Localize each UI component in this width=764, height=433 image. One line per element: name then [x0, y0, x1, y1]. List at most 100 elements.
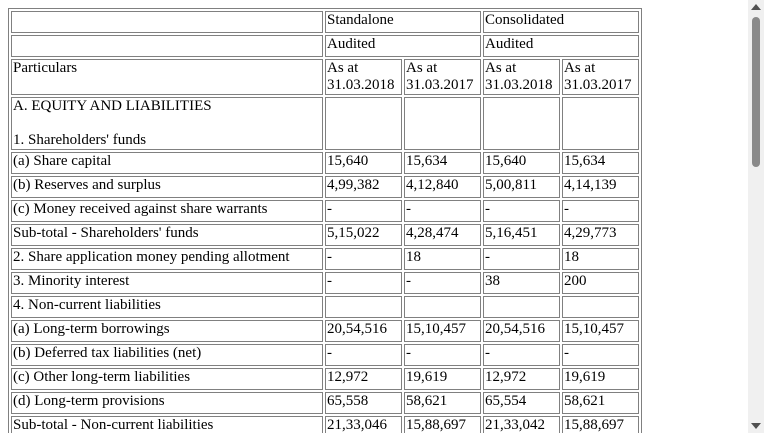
table-row: (d) Long-term provisions 65,558 58,621 65,5… — [11, 392, 639, 414]
table-row: (c) Other long-term liabilities 12,972 19,… — [11, 368, 639, 390]
date-header: As at 31.03.2018 — [325, 59, 402, 95]
empty-cell — [483, 97, 560, 150]
row-label: (c) Money received against share warrant… — [11, 200, 323, 222]
value-cell: 65,554 — [483, 392, 560, 414]
date-header-line2: 31.03.2018 — [327, 77, 395, 93]
date-header-line1: As at — [485, 60, 517, 76]
value-cell: 21,33,042 — [483, 416, 560, 433]
value-cell — [404, 296, 481, 318]
row-label: 4. Non-current liabilities — [11, 296, 323, 318]
table-row: 4. Non-current liabilities — [11, 296, 639, 318]
section-subtitle: 1. Shareholders' funds — [13, 132, 147, 148]
value-cell: 15,640 — [483, 152, 560, 174]
value-cell: 15,88,697 — [404, 416, 481, 433]
value-cell: 15,634 — [562, 152, 639, 174]
row-label: (b) Reserves and surplus — [11, 176, 323, 198]
scroll-up-icon[interactable] — [751, 4, 761, 10]
consolidated-header: Consolidated — [483, 11, 639, 33]
date-header: As at 31.03.2017 — [562, 59, 639, 95]
row-label: Sub-total - Non-current liabilities — [11, 416, 323, 433]
table-row: (a) Share capital 15,640 15,634 15,640 15,63… — [11, 152, 639, 174]
value-cell: 15,10,457 — [404, 320, 481, 342]
standalone-header: Standalone — [325, 11, 481, 33]
header-row-2: Audited Audited — [11, 35, 639, 57]
value-cell: 12,972 — [483, 368, 560, 390]
value-cell: 20,54,516 — [325, 320, 402, 342]
section-title: A. EQUITY AND LIABILITIES — [13, 98, 212, 114]
vertical-scrollbar[interactable] — [748, 0, 764, 433]
value-cell: - — [404, 272, 481, 294]
section-heading-cell: A. EQUITY AND LIABILITIES 1. Shareholders… — [11, 97, 323, 150]
document-viewport: Standalone Consolidated Audited Audited … — [8, 8, 642, 433]
value-cell: 4,99,382 — [325, 176, 402, 198]
value-cell: 19,619 — [404, 368, 481, 390]
value-cell — [562, 296, 639, 318]
table-row: 3. Minority interest - -38 200 — [11, 272, 639, 294]
row-label: (b) Deferred tax liabilities (net) — [11, 344, 323, 366]
value-cell: 5,16,451 — [483, 224, 560, 246]
balance-sheet-table: Standalone Consolidated Audited Audited … — [8, 8, 642, 433]
value-cell: 4,29,773 — [562, 224, 639, 246]
section-row: A. EQUITY AND LIABILITIES 1. Shareholders… — [11, 97, 639, 150]
value-cell: 12,972 — [325, 368, 402, 390]
value-cell: 5,15,022 — [325, 224, 402, 246]
value-cell: 58,621 — [404, 392, 481, 414]
empty-cell — [404, 97, 481, 150]
value-cell: 15,640 — [325, 152, 402, 174]
value-cell: - — [325, 272, 402, 294]
standalone-audited: Audited — [325, 35, 481, 57]
table-row: (a) Long-term borrowings 20,54,516 15,10,4… — [11, 320, 639, 342]
value-cell — [325, 296, 402, 318]
value-cell: - — [483, 248, 560, 270]
date-header-line1: As at — [406, 60, 438, 76]
consolidated-audited: Audited — [483, 35, 639, 57]
value-cell: 18 — [404, 248, 481, 270]
value-cell: - — [562, 344, 639, 366]
row-label: (a) Long-term borrowings — [11, 320, 323, 342]
table-body: (a) Share capital 15,640 15,634 15,640 15,63… — [11, 152, 639, 433]
header-row-3: Particulars As at 31.03.2018 As at 31.03.2… — [11, 59, 639, 95]
value-cell: - — [325, 248, 402, 270]
table-row: Sub-total - Non-current liabilities 21,33… — [11, 416, 639, 433]
table-row: 2. Share application money pending allot… — [11, 248, 639, 270]
value-cell: - — [325, 344, 402, 366]
date-header-line1: As at — [327, 60, 359, 76]
date-header-line2: 31.03.2018 — [485, 77, 553, 93]
value-cell: 15,88,697 — [562, 416, 639, 433]
date-header-line1: As at — [564, 60, 596, 76]
header-blank-cell — [11, 11, 323, 33]
table-row: (c) Money received against share warrant… — [11, 200, 639, 222]
value-cell: 58,621 — [562, 392, 639, 414]
scroll-down-icon[interactable] — [751, 423, 761, 429]
row-label: Sub-total - Shareholders' funds — [11, 224, 323, 246]
value-cell: 4,14,139 — [562, 176, 639, 198]
value-cell: 15,10,457 — [562, 320, 639, 342]
table-row: Sub-total - Shareholders' funds 5,15,022 4… — [11, 224, 639, 246]
value-cell: 19,619 — [562, 368, 639, 390]
empty-cell — [562, 97, 639, 150]
scrollbar-thumb[interactable] — [752, 17, 760, 167]
value-cell: 38 — [483, 272, 560, 294]
value-cell: 200 — [562, 272, 639, 294]
empty-cell — [325, 97, 402, 150]
table-row: (b) Deferred tax liabilities (net) - - - - — [11, 344, 639, 366]
row-label: (d) Long-term provisions — [11, 392, 323, 414]
header-blank-cell — [11, 35, 323, 57]
value-cell: - — [404, 344, 481, 366]
value-cell: 4,12,840 — [404, 176, 481, 198]
value-cell: 15,634 — [404, 152, 481, 174]
value-cell — [483, 296, 560, 318]
date-header-line2: 31.03.2017 — [406, 77, 474, 93]
header-row-1: Standalone Consolidated — [11, 11, 639, 33]
table-row: (b) Reserves and surplus 4,99,382 4,12,840… — [11, 176, 639, 198]
value-cell: - — [483, 200, 560, 222]
value-cell: 21,33,046 — [325, 416, 402, 433]
value-cell: - — [325, 200, 402, 222]
particulars-header: Particulars — [11, 59, 323, 95]
row-label: (a) Share capital — [11, 152, 323, 174]
date-header-line2: 31.03.2017 — [564, 77, 632, 93]
value-cell: - — [562, 200, 639, 222]
row-label: 2. Share application money pending allot… — [11, 248, 323, 270]
value-cell: - — [404, 200, 481, 222]
value-cell: 4,28,474 — [404, 224, 481, 246]
